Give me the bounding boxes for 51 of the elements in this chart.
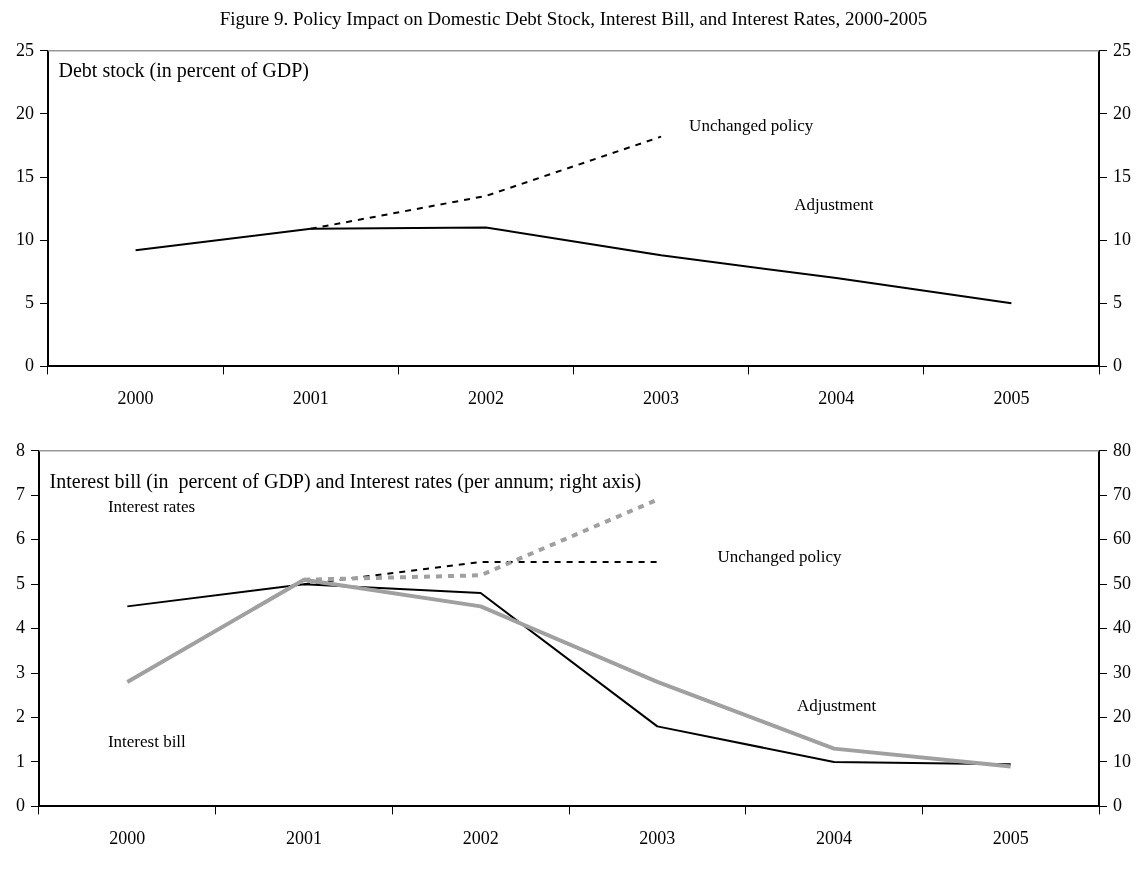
annotation: Unchanged policy [689, 116, 814, 136]
x-tick-label: 2002 [462, 827, 499, 848]
y-tick-label: 15 [16, 165, 34, 186]
y2-tick-label: 10 [1113, 750, 1131, 771]
y2-tick-label: 5 [1113, 292, 1122, 313]
annotation: Interest bill (in percent of GDP) and Interest rates (per annum; right axis) [49, 470, 642, 494]
x-tick-label: 2005 [992, 827, 1029, 848]
chart-title: Figure 9. Policy Impact on Domestic Debt Stock, Interest Bill, and Interest Rates, 2000-2005 [218, 7, 929, 31]
annotation: Debt stock (in percent of GDP) [58, 58, 310, 82]
annotation: Unchanged policy [717, 546, 843, 566]
y2-tick-label: 15 [1113, 165, 1131, 186]
y2-tick-label: 25 [1113, 39, 1131, 60]
x-tick-label: 2003 [643, 387, 680, 408]
y-tick-label: 0 [16, 795, 25, 816]
y2-tick-label: 20 [1113, 102, 1131, 123]
y2-tick-label: 80 [1113, 439, 1131, 460]
annotation: Interest bill [107, 731, 187, 751]
y-tick-label: 7 [16, 483, 25, 504]
y2-tick-label: 60 [1113, 528, 1131, 549]
x-tick-label: 2003 [639, 827, 676, 848]
x-tick-label: 2004 [818, 387, 855, 408]
x-tick-label: 2004 [816, 827, 852, 848]
y-tick-label: 10 [16, 228, 34, 249]
y2-tick-label: 70 [1113, 483, 1131, 504]
y2-tick-label: 40 [1113, 617, 1131, 638]
y-tick-label: 5 [16, 572, 25, 593]
y-tick-label: 2 [16, 706, 25, 727]
y-tick-label: 0 [25, 355, 34, 376]
annotation: Adjustment [796, 696, 877, 716]
y2-tick-label: 0 [1113, 355, 1122, 376]
y2-tick-label: 20 [1113, 706, 1131, 727]
y-tick-label: 25 [16, 39, 34, 60]
y-tick-label: 6 [16, 528, 25, 549]
x-tick-label: 2000 [117, 387, 154, 408]
y2-tick-label: 30 [1113, 661, 1131, 682]
y-tick-label: 20 [16, 102, 34, 123]
y-tick-label: 3 [16, 661, 25, 682]
y2-tick-label: 50 [1113, 572, 1131, 593]
x-tick-label: 2000 [109, 827, 146, 848]
y-tick-label: 8 [16, 439, 25, 460]
y2-tick-label: 10 [1113, 228, 1131, 249]
annotation: Adjustment [794, 194, 874, 214]
y-tick-label: 5 [25, 292, 34, 313]
x-tick-label: 2002 [467, 387, 504, 408]
y-tick-label: 1 [16, 750, 25, 771]
x-tick-label: 2001 [292, 387, 329, 408]
y-tick-label: 4 [16, 617, 25, 638]
annotation: Interest rates [107, 497, 196, 517]
y2-tick-label: 0 [1113, 795, 1122, 816]
x-tick-label: 2001 [286, 827, 322, 848]
x-tick-label: 2005 [993, 387, 1030, 408]
